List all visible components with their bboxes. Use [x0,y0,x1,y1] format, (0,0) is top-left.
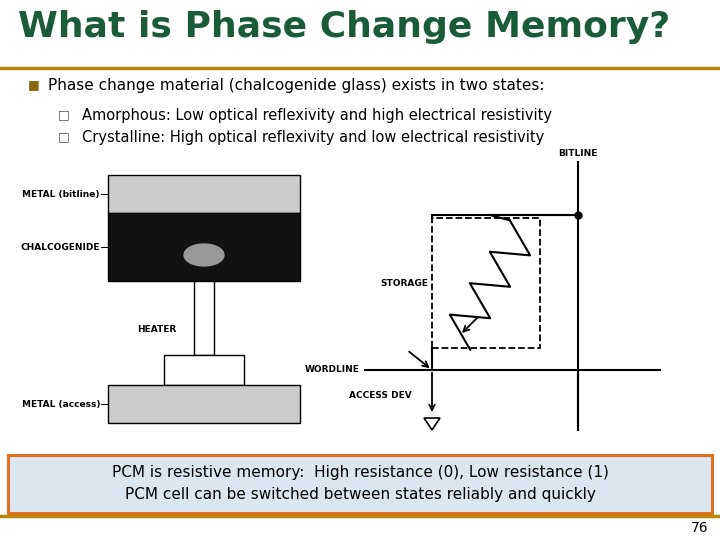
Text: BITLINE: BITLINE [558,149,598,158]
Bar [108,213,300,281]
Text: Crystalline: High optical reflexivity and low electrical resistivity: Crystalline: High optical reflexivity an… [82,130,544,145]
Text: What is Phase Change Memory?: What is Phase Change Memory? [18,10,670,44]
Text: Phase change material (chalcogenide glass) exists in two states:: Phase change material (chalcogenide glas… [48,78,544,93]
Text: ACCESS DEV: ACCESS DEV [349,390,412,400]
Text: STORAGE: STORAGE [380,279,428,287]
Text: ■: ■ [28,78,40,91]
Text: PCM is resistive memory:  High resistance (0), Low resistance (1): PCM is resistive memory: High resistance… [112,465,608,481]
Text: Amorphous: Low optical reflexivity and high electrical resistivity: Amorphous: Low optical reflexivity and h… [82,108,552,123]
Text: 76: 76 [690,521,708,535]
Ellipse shape [184,244,224,266]
Text: WORDLINE: WORDLINE [305,366,360,375]
Text: PCM cell can be switched between states reliably and quickly: PCM cell can be switched between states … [125,488,595,503]
Text: METAL (access): METAL (access) [22,400,100,408]
Bar [164,355,244,385]
Text: CHALCOGENIDE: CHALCOGENIDE [20,242,100,252]
Text: METAL (bitline): METAL (bitline) [22,190,100,199]
Text: □: □ [58,130,70,143]
Text: HEATER: HEATER [137,326,176,334]
Bar [194,281,214,355]
Bar [108,385,300,423]
Bar [108,175,300,213]
Bar [8,455,712,513]
Text: □: □ [58,108,70,121]
Bar [432,218,540,348]
